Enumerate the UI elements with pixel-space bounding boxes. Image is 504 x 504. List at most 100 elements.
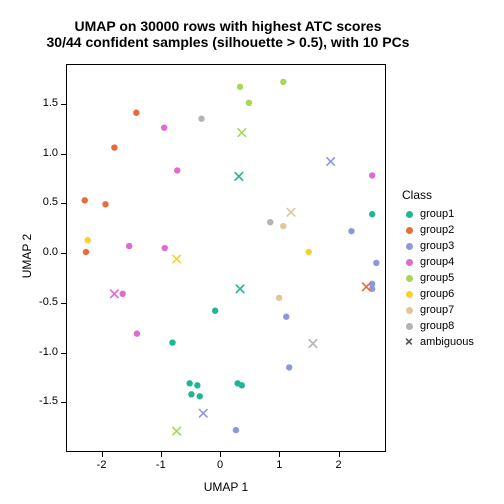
x-tick-label: -1 bbox=[151, 459, 171, 471]
data-point bbox=[212, 308, 218, 314]
x-icon: × bbox=[402, 335, 416, 349]
data-point-ambiguous bbox=[172, 427, 180, 435]
data-point-ambiguous bbox=[199, 409, 207, 417]
y-tick-mark bbox=[61, 154, 66, 155]
legend-item: group2 bbox=[402, 222, 474, 238]
legend-title: Class bbox=[402, 188, 474, 202]
x-tick-label: 1 bbox=[269, 459, 289, 471]
x-tick-label: 2 bbox=[329, 459, 349, 471]
data-point-ambiguous bbox=[327, 157, 335, 165]
data-point bbox=[188, 391, 194, 397]
data-point-ambiguous bbox=[287, 208, 295, 216]
y-tick-mark bbox=[61, 104, 66, 105]
y-tick-label: 0.5 bbox=[24, 196, 58, 208]
data-point bbox=[126, 243, 132, 249]
data-point bbox=[233, 427, 239, 433]
y-tick-label: -1.0 bbox=[24, 346, 58, 358]
data-point bbox=[161, 124, 167, 130]
legend-item: group3 bbox=[402, 238, 474, 254]
data-point bbox=[120, 291, 126, 297]
legend-item: group7 bbox=[402, 302, 474, 318]
data-point bbox=[198, 116, 204, 122]
x-tick-mark bbox=[102, 452, 103, 457]
data-point bbox=[280, 223, 286, 229]
data-point bbox=[283, 314, 289, 320]
data-point bbox=[373, 260, 379, 266]
data-point bbox=[102, 201, 108, 207]
points-layer bbox=[67, 65, 387, 453]
dot-icon bbox=[402, 275, 416, 282]
y-tick-label: 1.0 bbox=[24, 147, 58, 159]
data-point-ambiguous bbox=[236, 285, 244, 293]
legend-label: group7 bbox=[420, 304, 454, 316]
legend-label: group1 bbox=[420, 208, 454, 220]
data-point-ambiguous bbox=[238, 128, 246, 136]
y-tick-label: 1.5 bbox=[24, 97, 58, 109]
dot-icon bbox=[402, 291, 416, 298]
data-point-ambiguous bbox=[110, 290, 118, 298]
data-point bbox=[186, 380, 192, 386]
data-point bbox=[369, 172, 375, 178]
y-tick-mark bbox=[61, 402, 66, 403]
y-tick-mark bbox=[61, 203, 66, 204]
data-point bbox=[267, 219, 273, 225]
data-point bbox=[197, 393, 203, 399]
y-tick-mark bbox=[61, 353, 66, 354]
legend-item: × ambiguous bbox=[402, 334, 474, 350]
data-point bbox=[169, 339, 175, 345]
dot-icon bbox=[402, 243, 416, 250]
data-point bbox=[306, 249, 312, 255]
data-point bbox=[134, 330, 140, 336]
x-tick-mark bbox=[279, 452, 280, 457]
data-point bbox=[82, 197, 88, 203]
legend-item: group6 bbox=[402, 286, 474, 302]
dot-icon bbox=[402, 323, 416, 330]
data-point bbox=[83, 249, 89, 255]
data-point-ambiguous bbox=[235, 172, 243, 180]
data-point bbox=[111, 144, 117, 150]
data-point bbox=[239, 382, 245, 388]
plot-area bbox=[66, 64, 386, 452]
data-point-ambiguous bbox=[172, 255, 180, 263]
legend-label: ambiguous bbox=[420, 336, 474, 348]
legend-label: group5 bbox=[420, 272, 454, 284]
legend-label: group2 bbox=[420, 224, 454, 236]
title-line2: 30/44 confident samples (silhouette > 0.… bbox=[0, 34, 456, 50]
data-point bbox=[286, 364, 292, 370]
data-point bbox=[280, 79, 286, 85]
x-tick-mark bbox=[220, 452, 221, 457]
legend-item: group5 bbox=[402, 270, 474, 286]
chart-title: UMAP on 30000 rows with highest ATC scor… bbox=[0, 18, 456, 50]
legend-item: group1 bbox=[402, 206, 474, 222]
data-point bbox=[246, 100, 252, 106]
data-point-ambiguous bbox=[309, 339, 317, 347]
dot-icon bbox=[402, 259, 416, 266]
y-tick-label: -1.5 bbox=[24, 395, 58, 407]
dot-icon bbox=[402, 307, 416, 314]
legend: Class group1 group2 group3 group4 group5 grou… bbox=[402, 188, 474, 350]
data-point bbox=[174, 167, 180, 173]
data-point bbox=[369, 211, 375, 217]
y-tick-label: -0.5 bbox=[24, 296, 58, 308]
x-tick-label: -2 bbox=[92, 459, 112, 471]
data-point bbox=[162, 245, 168, 251]
data-point bbox=[276, 295, 282, 301]
y-tick-mark bbox=[61, 253, 66, 254]
y-tick-mark bbox=[61, 303, 66, 304]
legend-item: group8 bbox=[402, 318, 474, 334]
legend-label: group6 bbox=[420, 288, 454, 300]
data-point bbox=[237, 84, 243, 90]
y-axis-label: UMAP 2 bbox=[20, 226, 34, 286]
legend-label: group3 bbox=[420, 240, 454, 252]
data-point bbox=[194, 382, 200, 388]
data-point bbox=[85, 237, 91, 243]
x-tick-mark bbox=[161, 452, 162, 457]
dot-icon bbox=[402, 227, 416, 234]
title-line1: UMAP on 30000 rows with highest ATC scor… bbox=[0, 18, 456, 34]
x-tick-label: 0 bbox=[210, 459, 230, 471]
data-point bbox=[133, 110, 139, 116]
data-point bbox=[348, 228, 354, 234]
dot-icon bbox=[402, 211, 416, 218]
legend-item: group4 bbox=[402, 254, 474, 270]
legend-label: group4 bbox=[420, 256, 454, 268]
